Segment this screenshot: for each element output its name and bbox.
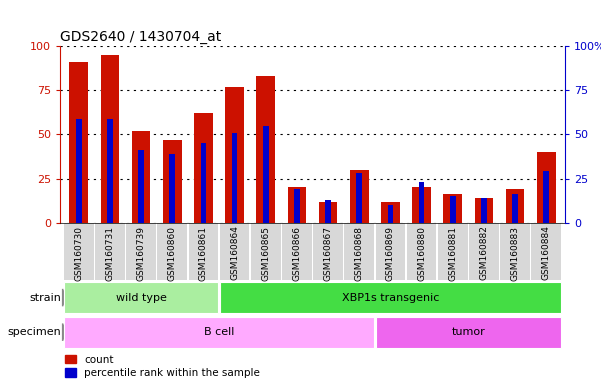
- Bar: [194, 113, 213, 223]
- FancyBboxPatch shape: [438, 223, 468, 280]
- Bar: [512, 194, 518, 223]
- Bar: [70, 62, 88, 223]
- FancyBboxPatch shape: [220, 223, 249, 280]
- Bar: [419, 182, 424, 223]
- Text: GSM160883: GSM160883: [511, 226, 520, 281]
- FancyBboxPatch shape: [95, 223, 125, 280]
- Text: GSM160868: GSM160868: [355, 226, 364, 281]
- FancyBboxPatch shape: [344, 223, 374, 280]
- Bar: [537, 152, 555, 223]
- Text: GSM160730: GSM160730: [75, 226, 84, 281]
- Bar: [132, 131, 150, 223]
- Bar: [475, 198, 493, 223]
- Bar: [257, 76, 275, 223]
- Bar: [232, 132, 237, 223]
- Bar: [100, 55, 120, 223]
- Text: GSM160882: GSM160882: [480, 226, 489, 280]
- Text: GSM160867: GSM160867: [323, 226, 332, 281]
- Bar: [481, 198, 487, 223]
- FancyBboxPatch shape: [64, 223, 94, 280]
- Text: GSM160861: GSM160861: [199, 226, 208, 281]
- Text: wild type: wild type: [115, 293, 166, 303]
- Text: specimen: specimen: [8, 327, 62, 337]
- FancyBboxPatch shape: [251, 223, 281, 280]
- Bar: [163, 140, 182, 223]
- Text: GSM160880: GSM160880: [417, 226, 426, 281]
- Text: strain: strain: [30, 293, 62, 303]
- Bar: [201, 143, 206, 223]
- FancyBboxPatch shape: [126, 223, 156, 280]
- Text: GSM160860: GSM160860: [168, 226, 177, 281]
- Bar: [288, 187, 307, 223]
- FancyBboxPatch shape: [189, 223, 218, 280]
- Bar: [325, 200, 331, 223]
- Bar: [505, 189, 525, 223]
- FancyBboxPatch shape: [282, 223, 312, 280]
- Text: XBP1s transgenic: XBP1s transgenic: [342, 293, 439, 303]
- Polygon shape: [63, 323, 66, 341]
- Text: GSM160866: GSM160866: [293, 226, 302, 281]
- Bar: [388, 205, 393, 223]
- Polygon shape: [63, 289, 66, 306]
- Legend: count, percentile rank within the sample: count, percentile rank within the sample: [66, 355, 260, 378]
- FancyBboxPatch shape: [376, 223, 405, 280]
- Bar: [412, 187, 431, 223]
- Bar: [169, 154, 175, 223]
- Bar: [107, 119, 113, 223]
- Bar: [350, 170, 368, 223]
- FancyBboxPatch shape: [407, 223, 436, 280]
- Text: B cell: B cell: [204, 327, 234, 337]
- Text: GSM160884: GSM160884: [542, 226, 551, 280]
- Bar: [381, 202, 400, 223]
- Bar: [543, 172, 549, 223]
- Text: GSM160865: GSM160865: [261, 226, 270, 281]
- Bar: [319, 202, 337, 223]
- FancyBboxPatch shape: [220, 282, 561, 313]
- Text: tumor: tumor: [451, 327, 485, 337]
- FancyBboxPatch shape: [376, 316, 561, 348]
- Bar: [138, 150, 144, 223]
- Text: GDS2640 / 1430704_at: GDS2640 / 1430704_at: [60, 30, 221, 44]
- Bar: [294, 189, 300, 223]
- Bar: [450, 196, 456, 223]
- Bar: [225, 87, 244, 223]
- Text: GSM160869: GSM160869: [386, 226, 395, 281]
- FancyBboxPatch shape: [157, 223, 187, 280]
- Bar: [76, 119, 82, 223]
- Bar: [263, 126, 269, 223]
- FancyBboxPatch shape: [500, 223, 530, 280]
- Bar: [444, 194, 462, 223]
- Bar: [356, 173, 362, 223]
- FancyBboxPatch shape: [469, 223, 499, 280]
- Text: GSM160731: GSM160731: [105, 226, 114, 281]
- Text: GSM160881: GSM160881: [448, 226, 457, 281]
- FancyBboxPatch shape: [531, 223, 561, 280]
- FancyBboxPatch shape: [64, 282, 218, 313]
- Text: GSM160864: GSM160864: [230, 226, 239, 280]
- Text: GSM160739: GSM160739: [136, 226, 145, 281]
- FancyBboxPatch shape: [64, 316, 374, 348]
- FancyBboxPatch shape: [313, 223, 343, 280]
